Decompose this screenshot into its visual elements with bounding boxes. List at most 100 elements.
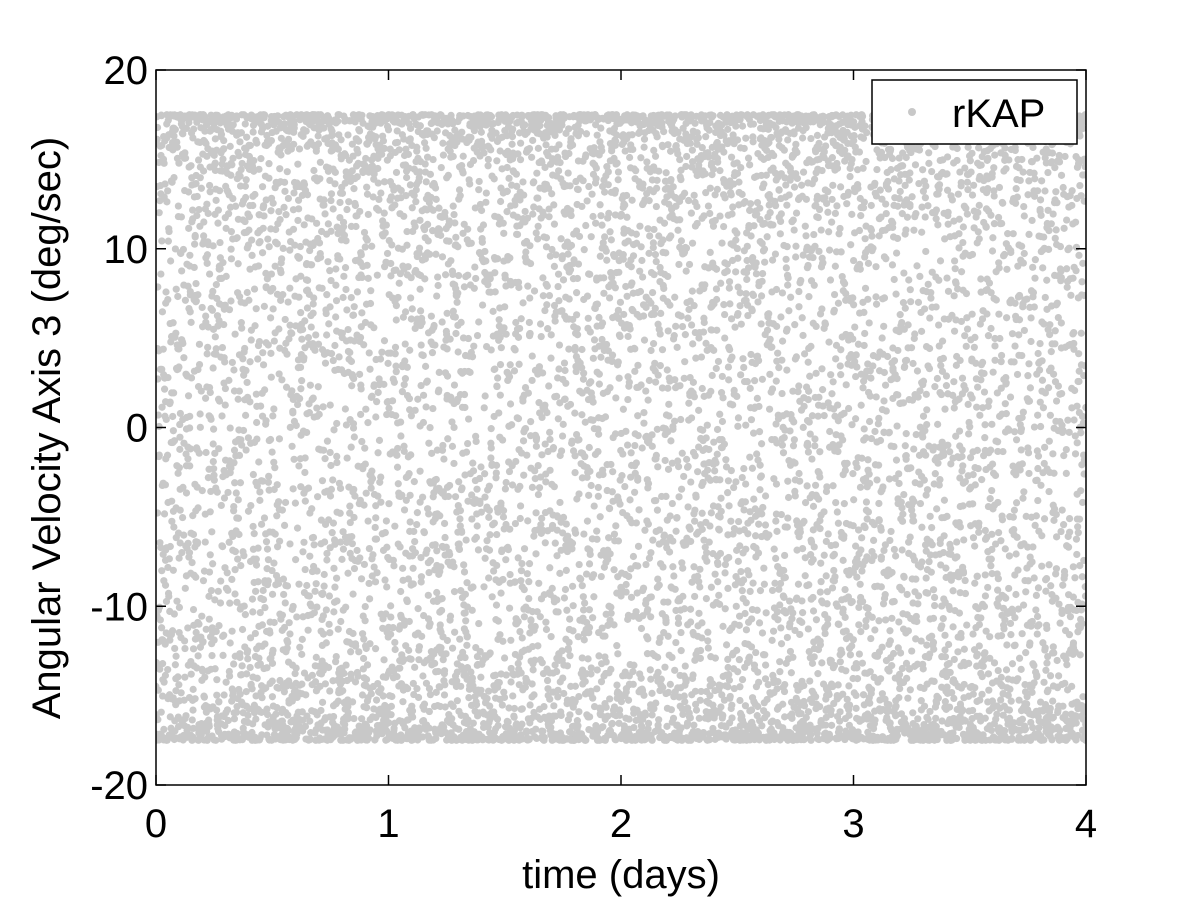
data-point — [164, 589, 173, 597]
data-point — [509, 125, 517, 133]
data-point — [217, 130, 226, 139]
data-point — [339, 528, 347, 536]
data-point — [483, 694, 491, 703]
data-point — [187, 670, 195, 678]
data-point — [156, 283, 162, 291]
data-point — [646, 232, 654, 240]
data-point — [211, 665, 219, 673]
data-point — [393, 451, 401, 459]
data-point — [461, 653, 469, 662]
data-point — [575, 490, 583, 498]
data-point — [233, 598, 241, 606]
data-point — [296, 242, 304, 251]
data-point — [473, 522, 481, 530]
data-point — [485, 687, 493, 695]
data-point — [265, 472, 273, 480]
data-point — [520, 545, 529, 553]
data-point — [299, 548, 307, 556]
data-point — [406, 346, 414, 354]
data-point — [550, 201, 558, 209]
data-point — [641, 526, 649, 534]
data-point — [208, 651, 216, 660]
data-point — [413, 520, 421, 529]
data-point — [603, 340, 611, 349]
data-point — [624, 696, 633, 704]
data-point — [607, 665, 615, 673]
data-point — [350, 337, 358, 345]
data-point — [590, 593, 598, 601]
data-point — [213, 691, 221, 699]
data-point — [497, 589, 505, 597]
data-point — [166, 636, 174, 644]
data-point — [298, 335, 306, 343]
data-point — [637, 624, 646, 633]
data-point — [381, 229, 389, 237]
data-point — [198, 667, 207, 675]
data-point — [534, 144, 542, 152]
data-point — [450, 381, 459, 389]
data-point — [275, 325, 283, 333]
data-point — [636, 222, 644, 230]
data-point — [357, 251, 365, 259]
data-point — [648, 288, 657, 297]
data-point — [257, 402, 265, 410]
data-point — [231, 566, 239, 574]
data-point — [601, 233, 609, 241]
data-point — [215, 187, 224, 195]
data-point — [374, 388, 382, 397]
data-point — [542, 625, 551, 634]
data-point — [356, 333, 365, 342]
data-point — [299, 132, 307, 140]
data-point — [607, 236, 615, 244]
data-point — [326, 401, 334, 409]
data-point — [295, 205, 303, 213]
data-point — [614, 176, 622, 184]
data-point — [249, 522, 257, 531]
data-point — [339, 223, 348, 231]
data-point — [341, 264, 350, 272]
data-point — [666, 680, 674, 688]
data-point — [593, 535, 601, 543]
data-point — [372, 514, 380, 522]
data-point — [206, 551, 214, 559]
data-point — [518, 560, 526, 568]
data-point — [634, 562, 642, 570]
data-point — [164, 665, 172, 674]
data-point — [221, 301, 229, 309]
data-point — [446, 481, 454, 490]
data-point — [235, 152, 243, 160]
data-point — [249, 470, 257, 479]
data-point — [659, 236, 667, 244]
data-point — [655, 581, 663, 589]
data-point — [526, 294, 534, 302]
data-point — [378, 348, 386, 356]
data-point — [260, 302, 268, 310]
data-point — [160, 385, 169, 393]
data-point — [200, 232, 208, 240]
data-point — [657, 309, 665, 317]
data-point — [664, 272, 672, 281]
data-point — [313, 567, 321, 575]
data-point — [464, 271, 472, 279]
data-point — [297, 309, 305, 317]
data-point — [656, 330, 664, 338]
data-point — [429, 155, 437, 164]
data-point — [334, 625, 342, 633]
data-point — [434, 667, 442, 676]
data-point — [216, 238, 224, 247]
data-point — [539, 369, 547, 377]
data-point — [623, 191, 631, 200]
data-point — [327, 350, 336, 358]
data-point — [552, 251, 560, 259]
data-point — [516, 482, 524, 491]
data-point — [245, 213, 254, 221]
data-point — [505, 373, 514, 381]
data-point — [475, 186, 483, 194]
data-point — [363, 261, 371, 269]
data-point — [284, 638, 292, 646]
data-point — [290, 140, 298, 148]
data-point — [308, 215, 316, 223]
data-point — [275, 208, 283, 216]
data-point — [237, 319, 245, 327]
data-point — [399, 564, 407, 572]
